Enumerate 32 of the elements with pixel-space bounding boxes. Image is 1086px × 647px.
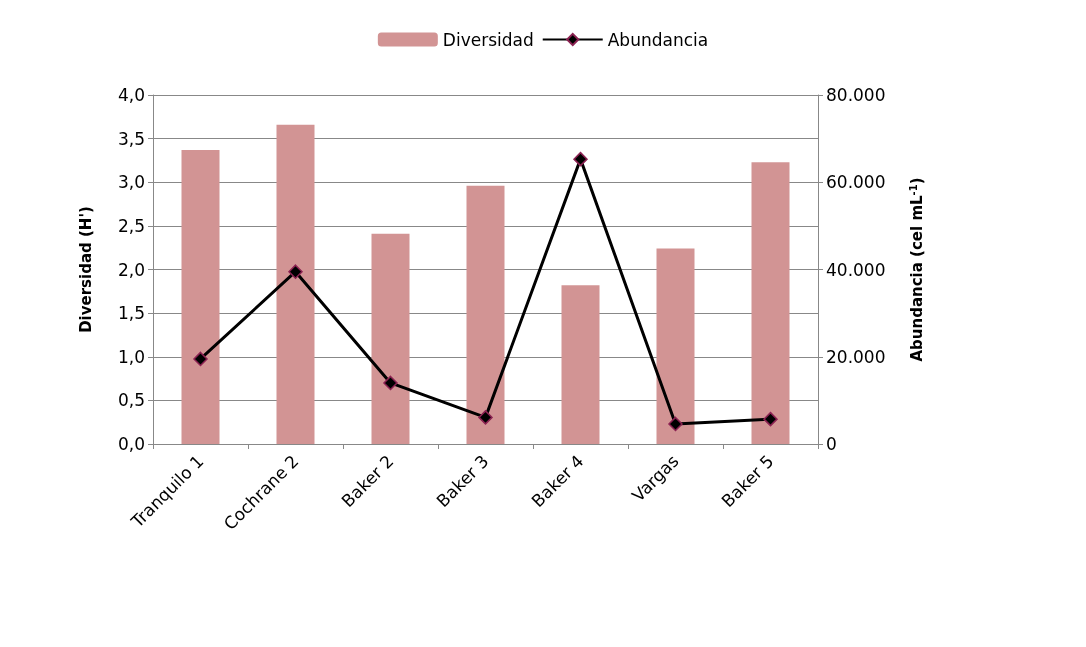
point	[383, 375, 398, 391]
y-tick-label: 3,5	[117, 128, 145, 149]
point	[193, 351, 208, 367]
bar	[276, 124, 315, 444]
y-tick-label: 1,0	[117, 346, 145, 367]
y-axis-title: Diversidad (H')	[76, 206, 95, 333]
y-tick-label: 1,5	[117, 303, 145, 324]
y2-tick-label: 40.000	[826, 259, 886, 280]
y2-tick-label: 0	[826, 434, 837, 454]
point	[668, 416, 683, 432]
y2-tick-label: 80.000	[826, 85, 886, 105]
point	[288, 264, 303, 279]
point	[478, 410, 493, 425]
y-tick-label: 0,0	[117, 434, 145, 454]
y-tick-label: 2,5	[117, 215, 145, 236]
y-tick-label: 2,0	[117, 259, 145, 280]
y2-tick-label: 20.000	[826, 346, 886, 367]
bar	[561, 285, 600, 444]
legend-label: Diversidad	[442, 29, 534, 50]
bar	[751, 162, 790, 444]
bar	[466, 185, 505, 444]
y-tick-label: 4,0	[117, 85, 145, 105]
y2-axis-title: Abundancia (cel mL-1)	[907, 177, 926, 362]
y-tick-label: 0,5	[117, 390, 145, 411]
bar	[371, 233, 410, 444]
y2-tick-label: 60.000	[826, 172, 886, 193]
legend-label: Abundancia	[607, 29, 709, 50]
point	[763, 411, 778, 427]
point	[573, 151, 588, 167]
bar	[656, 248, 695, 444]
y-tick-label: 3,0	[117, 172, 145, 193]
bar	[181, 149, 220, 444]
